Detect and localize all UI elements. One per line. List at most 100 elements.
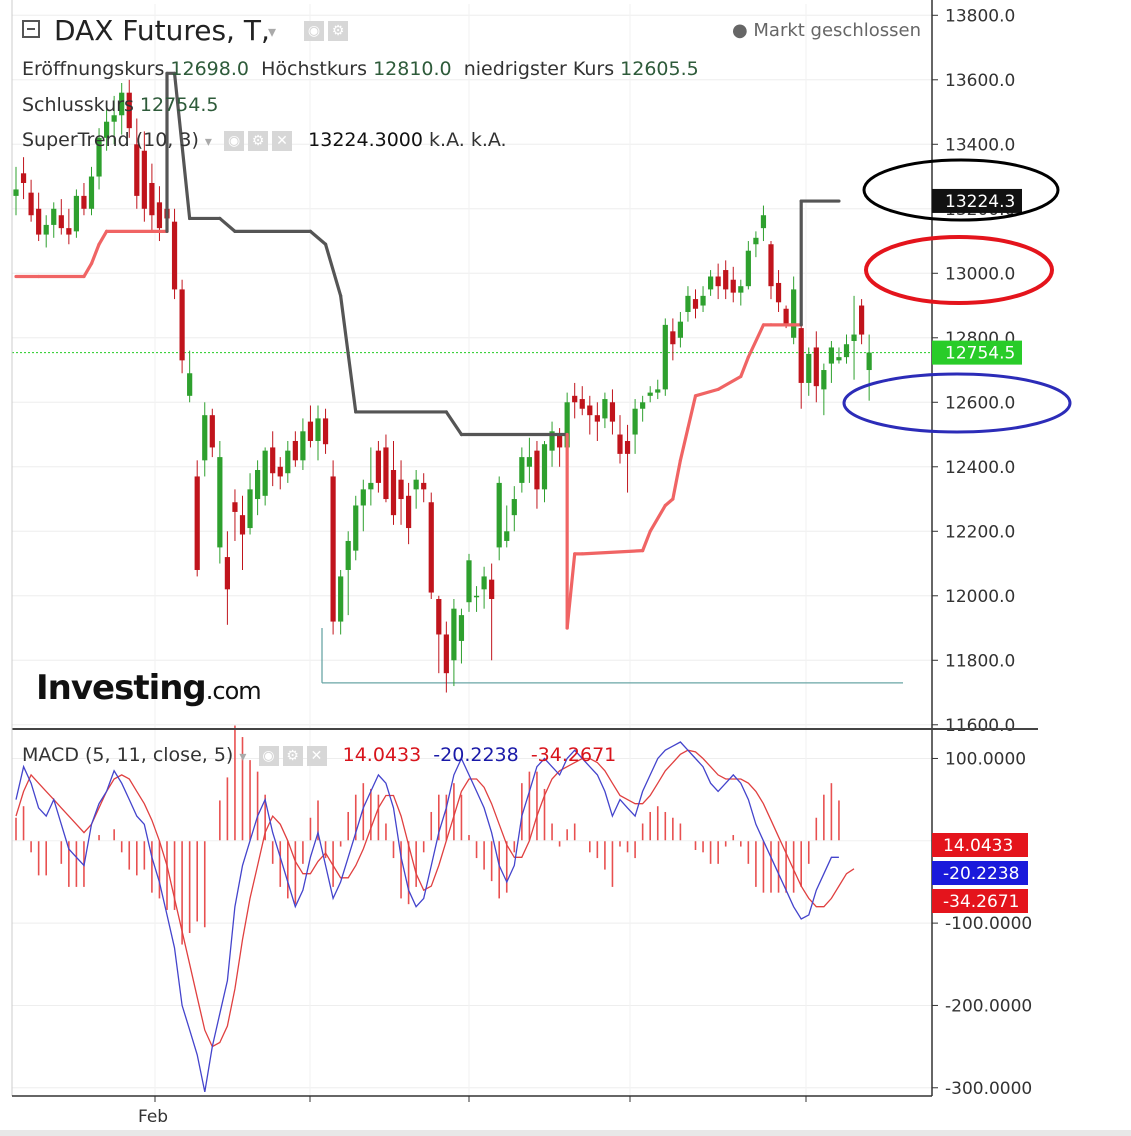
supertrend-value: 13224.3000 [308, 129, 423, 151]
ohlc-row: Eröffnungskurs 12698.0 Höchstkurs 12810.… [22, 58, 699, 80]
candle-body [640, 402, 646, 409]
supertrend-na-1: k.A. [429, 129, 465, 151]
price-tick-label: 13400.0 [945, 135, 1015, 155]
candle-body [322, 418, 329, 445]
logo-suffix: .com [205, 677, 262, 705]
x-tick-label: Feb [138, 1107, 168, 1127]
candle-body [760, 215, 767, 229]
annotation-ellipse-red [864, 235, 1054, 305]
candle-body [670, 331, 676, 345]
candle-body [662, 324, 668, 390]
candle-body [171, 221, 178, 290]
candle-body [526, 457, 532, 467]
candle-body [232, 502, 238, 512]
price-tick-label: 11800.0 [945, 651, 1015, 671]
close-row: Schlusskurs 12754.5 [22, 94, 218, 116]
candle-body [798, 328, 804, 383]
visibility-icon[interactable]: ◉ [258, 745, 279, 766]
macd-badge [932, 833, 1028, 857]
gear-icon[interactable]: ⚙ [282, 745, 303, 766]
candle-body [119, 92, 125, 116]
candle-body [692, 299, 699, 309]
candle-body [458, 615, 465, 641]
candle-body [73, 195, 79, 232]
price-tick-label: 13600.0 [945, 71, 1015, 91]
chevron-down-icon[interactable]: ▾ [204, 134, 212, 150]
chevron-down-icon[interactable]: ▾ [268, 22, 277, 41]
candle-body [428, 502, 434, 593]
supertrend-segment [218, 216, 237, 233]
macd-badge-label: -34.2671 [943, 892, 1019, 912]
candle-body [632, 408, 638, 435]
candle-body [255, 470, 261, 500]
candle-body [413, 479, 419, 490]
candle-body [609, 402, 616, 422]
macd-badge [932, 861, 1028, 885]
candle-body [156, 202, 163, 229]
price-layer [12, 71, 932, 693]
title-tools: ◉ ⚙ [304, 20, 352, 41]
close-icon[interactable]: ✕ [272, 130, 293, 151]
candle-body [36, 208, 42, 235]
macd-tick-label: 100.0000 [945, 749, 1026, 769]
candle-body [270, 447, 276, 474]
visibility-icon[interactable]: ◉ [304, 20, 324, 41]
candle-body [81, 195, 87, 209]
candle-body [813, 347, 819, 387]
last-price-badge [932, 340, 1022, 365]
candle-body [821, 370, 827, 390]
macd-layer [12, 725, 932, 1093]
candle-body [594, 415, 600, 422]
candle-body [511, 499, 517, 516]
candle-body [406, 495, 412, 529]
close-label: Schlusskurs [22, 94, 134, 116]
candle-body [806, 353, 812, 383]
supertrend-segment [686, 394, 698, 430]
chevron-down-icon[interactable]: ▾ [239, 749, 247, 765]
candle-body [436, 599, 442, 635]
high-value: 12810.0 [373, 58, 452, 80]
candle-body [202, 415, 208, 461]
candle-body [330, 476, 336, 622]
candle-body [783, 308, 789, 325]
high-label: Höchstkurs [261, 58, 368, 80]
annotation-ellipse-black [862, 158, 1060, 222]
candle-body [292, 440, 298, 461]
candle-body [179, 289, 185, 361]
annotation-ellipse-blue [842, 372, 1072, 434]
candle-body [685, 295, 691, 312]
close-value: 12754.5 [139, 94, 219, 116]
candle-body [300, 431, 306, 461]
candle-body [564, 402, 570, 448]
candle-body [239, 515, 246, 535]
macd-header: MACD (5, 11, close, 5) ▾ ◉ ⚙ ✕ 14.0433 -20… [22, 744, 616, 766]
candle-body [708, 276, 714, 290]
supertrend-na-2: k.A. [470, 129, 507, 151]
gear-icon[interactable]: ⚙ [328, 20, 348, 41]
supertrend-segment [716, 374, 743, 391]
logo-brand: Investing [36, 668, 207, 708]
candle-body [828, 347, 834, 364]
macd-tick-label: -200.0000 [945, 996, 1032, 1016]
market-status-text: Markt geschlossen [753, 20, 921, 41]
price-tick-label: 11600.0 [945, 716, 1015, 736]
visibility-icon[interactable]: ◉ [224, 130, 245, 151]
candle-body [768, 244, 774, 287]
candle-body [209, 415, 215, 448]
close-icon[interactable]: ✕ [306, 745, 327, 766]
supertrend-segment [82, 262, 94, 279]
candle-body [398, 479, 404, 500]
collapse-icon[interactable] [22, 20, 40, 38]
investing-logo: Investing.com [36, 668, 262, 708]
candle-body [738, 286, 744, 293]
macd-label[interactable]: MACD (5, 11, close, 5) [22, 744, 234, 766]
macd-line [15, 741, 839, 1093]
candle-body [534, 450, 540, 490]
low-label: niedrigster Kurs [463, 58, 615, 80]
candle-body [624, 440, 631, 454]
gear-icon[interactable]: ⚙ [248, 130, 269, 151]
candle-body [20, 173, 27, 183]
supertrend-label[interactable]: SuperTrend (10, 3) [22, 129, 199, 151]
